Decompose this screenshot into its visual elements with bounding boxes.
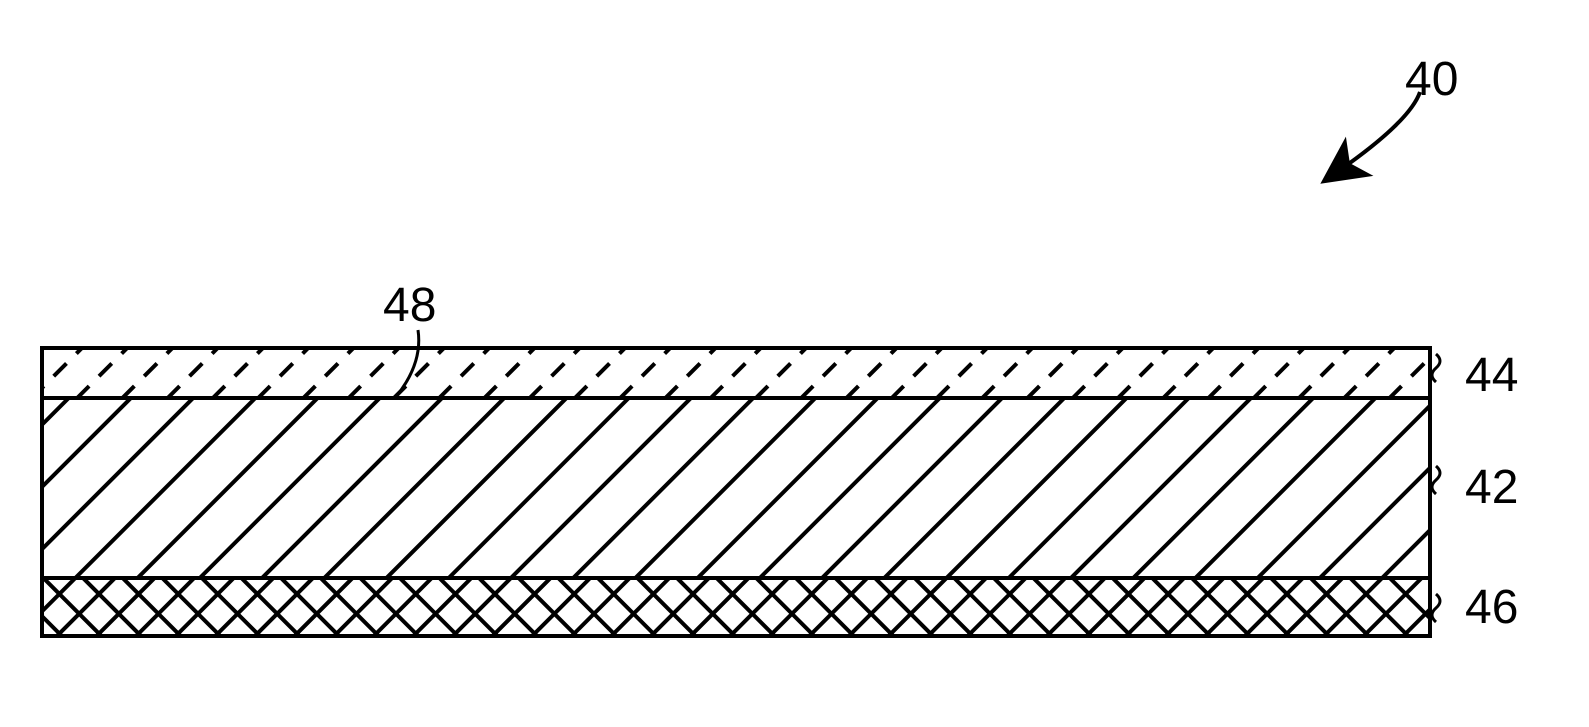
layer-ref-label-46-text: 46 (1465, 580, 1518, 635)
layer-diagram (0, 0, 1589, 727)
brace-46 (1432, 594, 1440, 622)
layer-46 (42, 578, 1430, 636)
brace-44 (1432, 354, 1440, 382)
brace-42 (1432, 466, 1440, 494)
layer-ref-label-44-text: 44 (1465, 348, 1518, 403)
interface-ref-label-48: 48 (383, 278, 436, 333)
layer-44 (42, 348, 1430, 398)
assembly-ref-label: 40 (1405, 52, 1458, 107)
layer-42 (42, 398, 1430, 578)
layer-ref-label-42-text: 42 (1465, 460, 1518, 515)
